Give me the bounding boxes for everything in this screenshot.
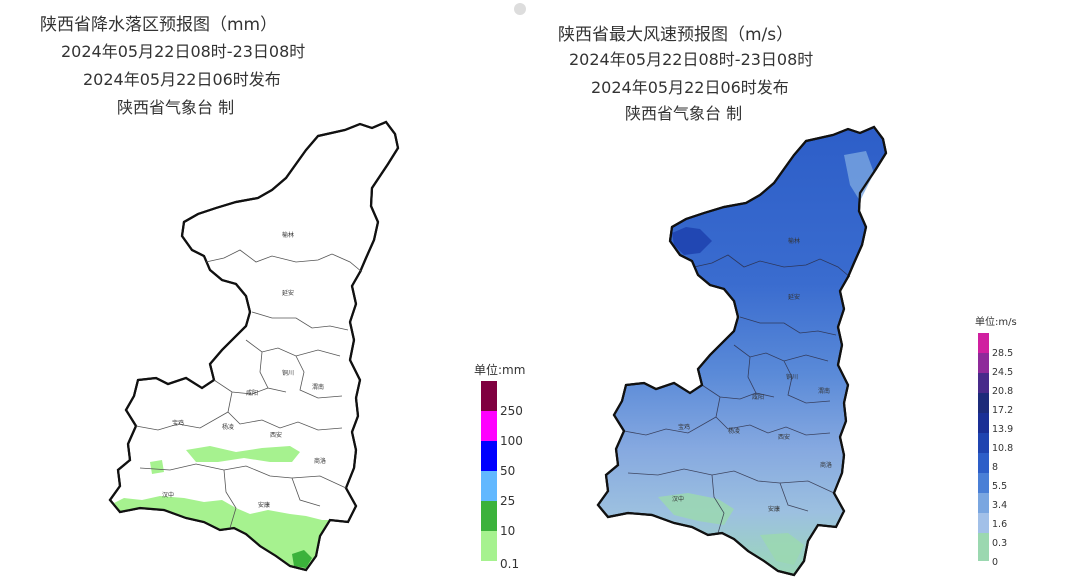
legend-swatch-50: [481, 441, 497, 471]
agency: 陕西省气象台 制: [625, 104, 743, 123]
wind-east-zone: [844, 151, 874, 201]
city-label-hanzhong: 汉中: [162, 492, 175, 499]
city-boundaries: [135, 249, 363, 529]
legend-swatch-25: [481, 471, 497, 501]
legend-label: 0.1: [500, 557, 520, 571]
rain-area-north-strip: [150, 460, 164, 474]
rain-area-heavy: [292, 550, 312, 568]
legend-label: 1.6: [992, 519, 1008, 530]
legend-label: 10.8: [992, 443, 1014, 454]
city-label-baoji: 宝鸡: [172, 420, 185, 427]
legend-label: 10: [500, 524, 516, 538]
legend-label: 50: [500, 464, 516, 478]
issue-time: 2024年05月22日06时发布: [83, 70, 281, 89]
city-label-ankang: 安康: [258, 502, 271, 509]
page-title: 陕西省降水落区预报图（mm）: [40, 15, 278, 35]
wind-south-green: [658, 493, 734, 525]
wind-city-boundaries: [623, 254, 851, 534]
wind-swatch: [978, 393, 989, 413]
city-label-xian: 西安: [778, 434, 791, 441]
city-label-yangling: 杨凌: [728, 428, 741, 435]
agency: 陕西省气象台 制: [117, 98, 235, 117]
legend-label: 0: [992, 557, 999, 568]
legend-label: 25: [500, 494, 516, 508]
rain-area-band: [186, 446, 300, 462]
wind-province-area: [596, 125, 888, 577]
city-label-yanan: 延安: [282, 290, 295, 297]
city-label-shangluo: 商洛: [820, 462, 833, 469]
city-label-xian: 西安: [270, 432, 283, 439]
wind-high-zone: [672, 227, 712, 255]
city-label-baoji: 宝鸡: [678, 424, 691, 431]
page-title: 陕西省最大风速预报图（m/s）: [558, 25, 794, 45]
legend-label: 250: [500, 404, 523, 418]
legend-label: 5.5: [992, 481, 1008, 492]
legend-label: 100: [500, 434, 523, 448]
legend-unit: 单位:m/s: [975, 317, 1017, 328]
city-label-yanan: 延安: [788, 294, 801, 301]
legend-label: 17.2: [992, 405, 1014, 416]
city-label-xianyang: 咸阳: [246, 390, 259, 397]
city-label-yulin: 榆林: [788, 238, 801, 245]
rain-area-south: [112, 496, 330, 570]
city-label-xianyang: 咸阳: [752, 394, 765, 401]
wind-swatch: [978, 333, 989, 353]
wind-swatch: [978, 493, 989, 513]
legend-unit: 单位:mm: [474, 363, 526, 377]
city-label-tongchuan: 铜川: [282, 370, 295, 377]
legend-label: 8: [992, 462, 999, 473]
city-label-yangling: 杨凌: [222, 424, 235, 431]
city-label-tongchuan: 铜川: [786, 374, 799, 381]
legend-swatch-250: [481, 381, 497, 411]
legend-swatch-0.1: [481, 531, 497, 561]
legend-label: 20.8: [992, 386, 1014, 397]
wind-swatch: [978, 513, 989, 533]
city-label-weinan: 渭南: [818, 388, 831, 395]
legend-label: 28.5: [992, 348, 1014, 359]
city-label-hanzhong: 汉中: [672, 496, 685, 503]
legend-label: 3.4: [992, 500, 1008, 511]
wind-swatch: [978, 353, 989, 373]
wind-swatch: [978, 373, 989, 393]
legend-swatch-10: [481, 501, 497, 531]
close-icon[interactable]: [514, 3, 526, 15]
wind-swatch: [978, 533, 989, 561]
forecast-period: 2024年05月22日08时-23日08时: [61, 42, 306, 61]
legend-label: 13.9: [992, 424, 1014, 435]
precip-legend: 单位:mm 250 100 50 25 10 0.1: [474, 360, 544, 575]
wind-swatch: [978, 433, 989, 453]
city-label-shangluo: 商洛: [314, 458, 327, 465]
wind-swatch: [978, 413, 989, 433]
issue-time: 2024年05月22日06时发布: [591, 78, 789, 97]
legend-label: 24.5: [992, 367, 1014, 378]
legend-swatch-100: [481, 411, 497, 441]
forecast-period: 2024年05月22日08时-23日08时: [569, 50, 814, 69]
legend-label: 0.3: [992, 538, 1008, 549]
city-label-yulin: 榆林: [282, 232, 295, 239]
wind-swatch: [978, 473, 989, 493]
precip-map: [108, 120, 400, 572]
wind-swatch: [978, 453, 989, 473]
city-label-weinan: 渭南: [312, 384, 325, 391]
wind-legend: 单位:m/s 28.5 24.5 20.8 17.2 13.9 10.8 8 5…: [975, 313, 1045, 573]
city-label-ankang: 安康: [768, 506, 781, 513]
wind-southeast-green: [760, 533, 804, 565]
